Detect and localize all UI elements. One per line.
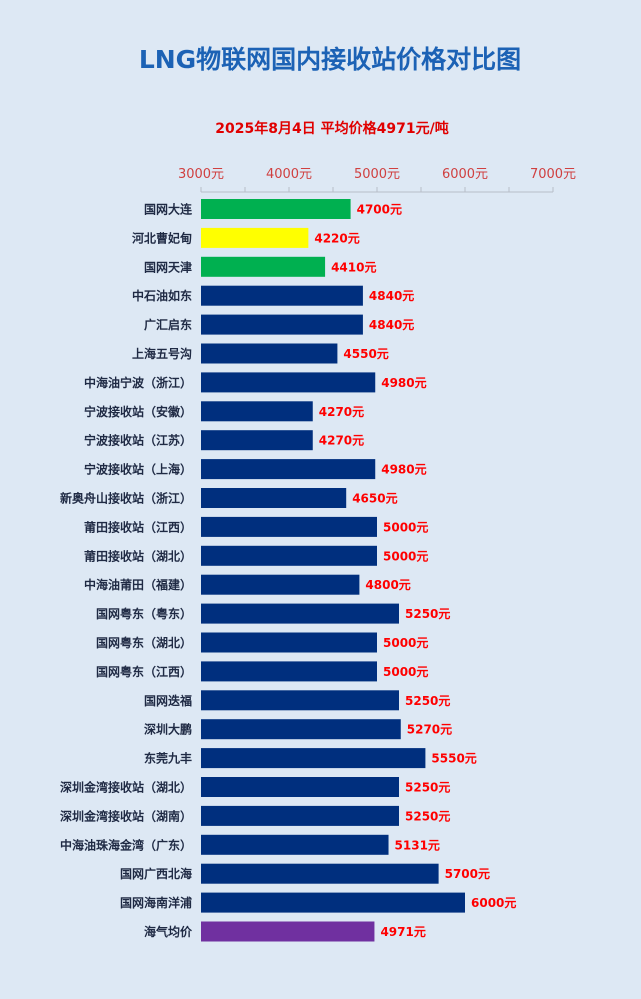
category-label: 中海油宁波（浙江） <box>84 375 192 390</box>
value-label: 4840元 <box>369 289 414 303</box>
bar <box>201 488 347 508</box>
bar <box>201 285 363 306</box>
category-label: 宁波接收站（江苏） <box>84 433 192 448</box>
value-label: 5000元 <box>383 665 428 679</box>
value-label: 4980元 <box>381 376 426 390</box>
category-label: 海气均价 <box>144 924 193 939</box>
bar <box>201 256 326 277</box>
bar <box>201 921 375 942</box>
category-label: 中海油珠海金湾（广东） <box>60 837 192 852</box>
category-label: 国网粤东（粤东） <box>96 606 192 621</box>
value-label: 4220元 <box>314 231 359 245</box>
value-label: 5270元 <box>407 723 452 737</box>
category-label: 国网广西北海 <box>120 866 192 881</box>
value-label: 4700元 <box>357 203 402 217</box>
bar <box>201 777 399 797</box>
category-label: 莆田接收站（湖北） <box>84 548 192 563</box>
x-axis: 3000元 4000元 5000元 6000元 7000元 <box>178 167 576 193</box>
bar <box>201 401 313 422</box>
category-label: 中石油如东 <box>132 288 192 303</box>
chart-title: LNG物联网国内接收站价格对比图 <box>139 45 521 74</box>
category-label: 河北曹妃甸 <box>131 230 192 245</box>
value-label: 4840元 <box>369 318 414 332</box>
category-label: 中海油莆田（福建） <box>84 577 192 592</box>
value-label: 5000元 <box>383 520 428 534</box>
x-tick-label: 7000元 <box>530 167 576 182</box>
value-label: 5250元 <box>405 781 450 795</box>
category-label: 深圳金湾接收站（湖北） <box>60 780 192 795</box>
bar <box>201 632 377 653</box>
value-label: 4550元 <box>343 347 388 361</box>
value-label: 5250元 <box>405 607 450 621</box>
chart-subtitle: 2025年8月4日 平均价格4971元/吨 <box>215 120 448 137</box>
bar <box>201 892 465 913</box>
value-label: 5000元 <box>383 549 428 563</box>
bar <box>201 372 376 393</box>
category-label: 国网天津 <box>144 259 192 274</box>
category-label: 深圳金湾接收站（湖南） <box>60 808 192 823</box>
category-label: 国网海南洋浦 <box>120 895 192 910</box>
bar <box>201 199 351 219</box>
bar <box>201 690 399 711</box>
category-label: 国网大连 <box>144 202 193 217</box>
category-label: 广汇启东 <box>144 317 192 332</box>
category-label: 东莞九丰 <box>144 751 192 766</box>
value-label: 4650元 <box>352 492 397 506</box>
value-label: 4980元 <box>381 463 426 477</box>
value-label: 5250元 <box>405 694 450 708</box>
bar <box>201 834 389 855</box>
bars <box>201 199 465 942</box>
category-label: 国网迭福 <box>144 693 192 708</box>
bar <box>201 343 338 364</box>
bar <box>201 805 399 826</box>
bar <box>201 603 399 624</box>
value-label: 4800元 <box>365 578 410 592</box>
value-label: 5000元 <box>383 636 428 650</box>
category-label: 国网粤东（湖北） <box>96 635 192 650</box>
value-label: 4410元 <box>331 260 376 274</box>
category-label: 宁波接收站（上海） <box>84 462 192 477</box>
x-tick-label: 5000元 <box>354 167 400 182</box>
bar <box>201 459 376 480</box>
bar <box>201 314 363 335</box>
value-label: 5550元 <box>431 752 476 766</box>
bar <box>201 719 401 740</box>
value-label: 5250元 <box>405 809 450 823</box>
value-label: 4270元 <box>319 405 364 419</box>
bar <box>201 430 313 451</box>
value-label: 4270元 <box>319 434 364 448</box>
bar <box>201 516 377 537</box>
value-label: 5131元 <box>395 838 440 852</box>
data-labels: 4700元 4220元 4410元 4840元 4840元 4550元 4980元 4270元… <box>314 203 516 940</box>
category-label: 宁波接收站（安徽） <box>84 404 192 419</box>
bar <box>201 574 360 595</box>
value-label: 4971元 <box>380 925 425 939</box>
x-tick-label: 6000元 <box>442 167 488 182</box>
bar <box>201 661 377 682</box>
bar <box>201 863 439 884</box>
category-label: 新奥舟山接收站（浙江） <box>60 491 192 506</box>
bar <box>201 748 426 769</box>
category-label: 上海五号沟 <box>132 346 192 361</box>
value-label: 6000元 <box>471 896 516 910</box>
x-tick-label: 4000元 <box>266 167 312 182</box>
category-label: 莆田接收站（江西） <box>84 519 192 534</box>
x-tick-label: 3000元 <box>178 167 224 182</box>
category-label: 国网粤东（江西） <box>96 664 192 679</box>
value-label: 5700元 <box>445 867 490 881</box>
bar <box>201 227 309 248</box>
category-label: 深圳大鹏 <box>144 722 192 737</box>
bar <box>201 545 377 566</box>
